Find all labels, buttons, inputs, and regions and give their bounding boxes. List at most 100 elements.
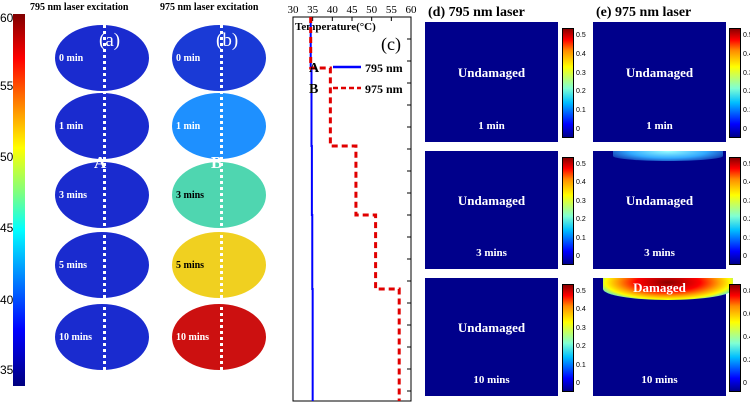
disc-time-label: 0 min — [176, 53, 201, 64]
colorbar-tick: 0.4 — [743, 179, 750, 187]
damage-status-label: Undamaged — [457, 193, 526, 208]
colorbar-tick: 0.3 — [576, 324, 586, 332]
disc-time-label: 10 mins — [59, 332, 93, 343]
colorbar-e-1 — [729, 157, 741, 265]
colorbar-tick: 0.5 — [576, 161, 586, 168]
damage-time-label: 1 min — [478, 120, 505, 132]
damage-status-label: Undamaged — [457, 320, 526, 335]
colorbar-tick: 0.8 — [743, 288, 750, 295]
sample-disc-0 — [55, 25, 149, 91]
colorbar-tick: 0.3 — [743, 197, 750, 205]
x-tick-label: 60 — [406, 4, 418, 16]
sample-disc-4 — [172, 304, 266, 370]
colorbar-tick: 0.3 — [576, 69, 586, 77]
damage-spot — [603, 278, 733, 300]
colorbar-e-0 — [729, 28, 741, 138]
damage-map-d-0: Undamaged 1 min — [425, 22, 558, 142]
damage-time-label: 3 mins — [644, 247, 675, 259]
x-tick-label: 45 — [347, 4, 359, 16]
colorbar-tick-45: 45 — [0, 221, 14, 235]
colorbar-tick: 0 — [576, 126, 580, 133]
colorbar-tick: 0 — [576, 380, 580, 387]
x-tick-label: 55 — [386, 4, 398, 16]
colorbar-tick-55: 55 — [0, 79, 14, 93]
damage-map-e-0: Undamaged 1 min — [593, 22, 726, 142]
disc-time-label: 10 mins — [176, 332, 210, 343]
panel-a-header: 795 nm laser excitation — [30, 2, 129, 13]
colorbar-d-2 — [562, 284, 574, 392]
disc-time-label: 1 min — [59, 121, 84, 132]
colorbar-tick: 0.5 — [576, 288, 586, 295]
colorbar-tick: 0.3 — [743, 69, 750, 77]
center-dashed-line — [103, 18, 106, 396]
colorbar-tick: 0.1 — [576, 234, 586, 242]
series-line-1 — [309, 17, 401, 401]
damage-time-label: 10 mins — [641, 374, 678, 386]
colorbar-tick: 0 — [576, 253, 580, 260]
disc-time-label: 5 mins — [59, 260, 88, 271]
colorbar-tick: 0.4 — [576, 306, 586, 314]
colorbar-tick: 0.5 — [743, 32, 750, 39]
colorbar-tick: 0.2 — [576, 88, 586, 96]
colorbar-tick: 0.4 — [743, 50, 750, 58]
colorbar-tick: 0.2 — [743, 357, 750, 364]
chart-title: Temperature(°C) — [295, 21, 376, 33]
panel-c-tag: (c) — [381, 34, 401, 55]
x-tick-label: 40 — [327, 4, 339, 16]
colorbar-d-1 — [562, 157, 574, 265]
heat-spot — [613, 151, 723, 161]
temperature-chart: 30 35 40 45 50 55 60 Temperature(°C) (c) A 795 nm B… — [288, 4, 418, 402]
damage-status-label: Undamaged — [625, 65, 694, 80]
sample-disc-2 — [55, 162, 149, 228]
colorbar-tick: 0.1 — [576, 107, 586, 115]
damage-time-label: 3 mins — [476, 247, 507, 259]
sample-disc-1 — [172, 93, 266, 159]
sample-disc-1 — [55, 93, 149, 159]
colorbar-tick: 0.5 — [743, 161, 750, 168]
sample-disc-4 — [55, 304, 149, 370]
point-marker-label: A — [94, 153, 107, 172]
damage-status-label: Undamaged — [457, 65, 526, 80]
panel-d-header: (d) 795 nm laser — [428, 5, 525, 20]
temperature-colorbar — [13, 14, 25, 386]
colorbar-tick-60: 60 — [0, 11, 14, 25]
x-tick-label: 50 — [366, 4, 378, 16]
damage-map-e-2: Damaged 10 mins — [593, 278, 733, 396]
x-tick-label: 35 — [307, 4, 319, 16]
damage-time-label: 1 min — [646, 120, 673, 132]
panel-e-header: (e) 975 nm laser — [596, 5, 692, 20]
panel-tag: (b) — [216, 30, 239, 51]
disc-time-label: 5 mins — [176, 260, 205, 271]
colorbar-tick-50: 50 — [0, 150, 14, 164]
damage-map-d-2: Undamaged 10 mins — [425, 278, 558, 396]
panel-b-header: 975 nm laser excitation — [160, 2, 259, 13]
center-dashed-line — [220, 18, 223, 396]
legend-letter: A — [309, 61, 320, 76]
colorbar-tick: 0.1 — [576, 361, 586, 369]
colorbar-tick: 0.2 — [576, 216, 586, 224]
colorbar-tick-35: 35 — [0, 363, 14, 377]
colorbar-tick: 0.2 — [743, 88, 750, 96]
damage-status-label: Damaged — [633, 280, 686, 295]
colorbar-tick: 0 — [743, 126, 747, 133]
colorbar-tick-40: 40 — [0, 293, 14, 307]
disc-time-label: 1 min — [176, 121, 201, 132]
disc-time-label: 3 mins — [176, 190, 205, 201]
colorbar-tick: 0.2 — [743, 216, 750, 224]
legend-label: 975 nm — [365, 82, 403, 96]
colorbar-e-2 — [729, 284, 741, 392]
colorbar-tick: 0.1 — [743, 234, 750, 242]
colorbar-tick: 0 — [743, 253, 747, 260]
colorbar-tick: 0.1 — [743, 107, 750, 115]
damage-map-d-1: Undamaged 3 mins — [425, 151, 558, 269]
colorbar-d-0 — [562, 28, 574, 138]
colorbar-tick: 0 — [743, 380, 747, 387]
colorbar-tick: 0.4 — [743, 334, 750, 341]
sample-disc-0 — [172, 25, 266, 91]
colorbar-tick: 0.3 — [576, 197, 586, 205]
colorbar-tick: 0.6 — [743, 311, 750, 318]
disc-time-label: 3 mins — [59, 190, 88, 201]
x-tick-label: 30 — [288, 4, 300, 16]
point-marker-label: B — [211, 153, 223, 172]
disc-time-label: 0 min — [59, 53, 84, 64]
